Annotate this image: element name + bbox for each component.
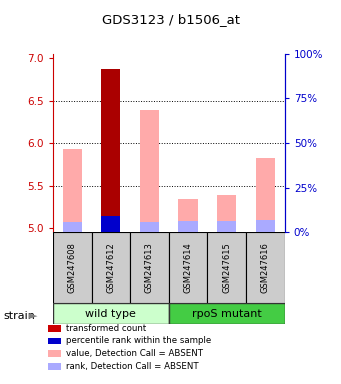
Text: GSM247608: GSM247608	[68, 242, 77, 293]
Text: rpoS mutant: rpoS mutant	[192, 309, 262, 319]
Bar	[207, 232, 246, 303]
Text: GSM247616: GSM247616	[261, 242, 270, 293]
Bar	[246, 232, 285, 303]
Text: GSM247615: GSM247615	[222, 242, 231, 293]
Bar	[169, 303, 285, 324]
Bar	[217, 221, 236, 232]
Bar	[169, 232, 207, 303]
Bar	[217, 195, 236, 232]
Text: GDS3123 / b1506_at: GDS3123 / b1506_at	[102, 13, 239, 26]
Text: value, Detection Call = ABSENT: value, Detection Call = ABSENT	[66, 349, 203, 358]
Text: ►: ►	[29, 311, 38, 321]
Text: GSM247614: GSM247614	[183, 242, 193, 293]
Bar	[53, 232, 91, 303]
Text: wild type: wild type	[85, 309, 136, 319]
Bar	[140, 110, 159, 232]
Bar	[178, 199, 198, 232]
Bar	[62, 222, 82, 232]
Text: transformed count: transformed count	[66, 324, 146, 333]
Text: strain: strain	[3, 311, 35, 321]
Text: GSM247613: GSM247613	[145, 242, 154, 293]
Bar	[256, 220, 275, 232]
Text: rank, Detection Call = ABSENT: rank, Detection Call = ABSENT	[66, 362, 198, 371]
Bar	[62, 149, 82, 232]
Bar	[53, 303, 169, 324]
Bar	[101, 216, 120, 232]
Bar	[130, 232, 169, 303]
Bar	[101, 69, 120, 232]
Text: percentile rank within the sample: percentile rank within the sample	[66, 336, 211, 346]
Bar	[256, 158, 275, 232]
Text: GSM247612: GSM247612	[106, 242, 115, 293]
Bar	[178, 221, 198, 232]
Bar	[140, 222, 159, 232]
Bar	[91, 232, 130, 303]
